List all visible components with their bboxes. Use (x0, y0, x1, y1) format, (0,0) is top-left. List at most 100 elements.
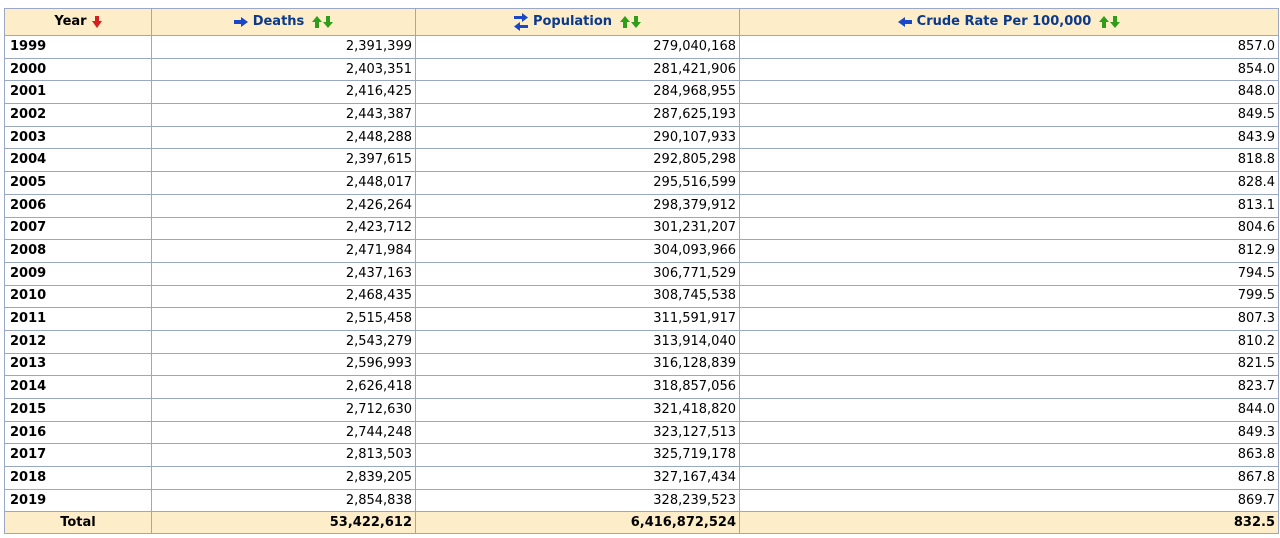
population-cell: 306,771,529 (415, 261, 740, 286)
population-sort-ascending-icon[interactable] (620, 15, 631, 28)
table-row: 2012 2,543,279 313,914,040 810.2 (4, 329, 1279, 354)
population-cell: 287,625,193 (415, 103, 740, 127)
rate-cell: 821.5 (739, 352, 1279, 377)
deaths-cell: 2,403,351 (151, 57, 416, 82)
population-cell: 295,516,599 (415, 171, 740, 195)
rate-cell: 799.5 (739, 284, 1279, 309)
year-cell: 2012 (4, 329, 152, 354)
total-rate: 832.5 (739, 511, 1279, 535)
deaths-cell: 2,515,458 (151, 307, 416, 331)
year-cell: 2007 (4, 216, 152, 241)
rate-cell: 849.3 (739, 420, 1279, 445)
year-cell: 2000 (4, 57, 152, 82)
table-row: 2002 2,443,387 287,625,193 849.5 (4, 103, 1279, 127)
year-cell: 2011 (4, 307, 152, 331)
rate-cell: 823.7 (739, 375, 1279, 399)
year-cell: 2008 (4, 239, 152, 263)
year-header-label: Year (54, 13, 87, 29)
population-cell: 281,421,906 (415, 57, 740, 82)
results-table: Year (4, 8, 1279, 535)
rate-cell: 810.2 (739, 329, 1279, 354)
table-row: 2017 2,813,503 325,719,178 863.8 (4, 443, 1279, 468)
year-cell: 2001 (4, 80, 152, 105)
total-population: 6,416,872,524 (415, 511, 740, 535)
deaths-cell: 2,626,418 (151, 375, 416, 399)
rate-cell: 854.0 (739, 57, 1279, 82)
table-row: 2009 2,437,163 306,771,529 794.5 (4, 261, 1279, 286)
rate-cell: 857.0 (739, 35, 1279, 59)
population-header-label: Population (532, 13, 613, 29)
population-sort-descending-icon[interactable] (631, 15, 642, 28)
population-cell: 290,107,933 (415, 125, 740, 150)
population-cell: 325,719,178 (415, 443, 740, 468)
table-row: 2011 2,515,458 311,591,917 807.3 (4, 307, 1279, 331)
rate-cell: 807.3 (739, 307, 1279, 331)
deaths-column-header: Deaths (151, 8, 416, 36)
table-row: 2000 2,403,351 281,421,906 854.0 (4, 57, 1279, 82)
swap-icon[interactable] (513, 12, 528, 31)
rate-sort-ascending-icon[interactable] (1099, 15, 1110, 28)
table-row: 2016 2,744,248 323,127,513 849.3 (4, 420, 1279, 445)
population-cell: 327,167,434 (415, 466, 740, 490)
total-label: Total (4, 511, 152, 535)
population-cell: 316,128,839 (415, 352, 740, 377)
deaths-header-label: Deaths (252, 13, 305, 29)
year-cell: 1999 (4, 35, 152, 59)
year-cell: 2009 (4, 261, 152, 286)
year-cell: 2003 (4, 125, 152, 150)
table-row: 2005 2,448,017 295,516,599 828.4 (4, 171, 1279, 195)
year-cell: 2015 (4, 398, 152, 422)
deaths-cell: 2,416,425 (151, 80, 416, 105)
table-row: 2004 2,397,615 292,805,298 818.8 (4, 148, 1279, 173)
population-cell: 292,805,298 (415, 148, 740, 173)
rate-cell: 863.8 (739, 443, 1279, 468)
population-cell: 304,093,966 (415, 239, 740, 263)
move-left-icon[interactable] (897, 16, 912, 27)
year-column-header: Year (4, 8, 152, 36)
rate-cell: 794.5 (739, 261, 1279, 286)
rate-cell: 849.5 (739, 103, 1279, 127)
move-right-icon[interactable] (233, 16, 248, 27)
total-row: Total 53,422,612 6,416,872,524 832.5 (4, 511, 1279, 535)
population-cell: 308,745,538 (415, 284, 740, 309)
population-cell: 323,127,513 (415, 420, 740, 445)
population-cell: 279,040,168 (415, 35, 740, 59)
rate-sort-descending-icon[interactable] (1110, 15, 1121, 28)
year-cell: 2019 (4, 488, 152, 513)
deaths-cell: 2,744,248 (151, 420, 416, 445)
table-row: 2014 2,626,418 318,857,056 823.7 (4, 375, 1279, 399)
year-cell: 2004 (4, 148, 152, 173)
deaths-cell: 2,471,984 (151, 239, 416, 263)
header-row: Year (4, 8, 1279, 36)
table-row: 2008 2,471,984 304,093,966 812.9 (4, 239, 1279, 263)
deaths-sort-ascending-icon[interactable] (312, 15, 323, 28)
table-row: 2006 2,426,264 298,379,912 813.1 (4, 193, 1279, 218)
deaths-cell: 2,423,712 (151, 216, 416, 241)
rate-cell: 843.9 (739, 125, 1279, 150)
rate-cell: 867.8 (739, 466, 1279, 490)
deaths-sort-descending-icon[interactable] (323, 15, 334, 28)
results-table-container: Year (4, 8, 1279, 535)
deaths-cell: 2,448,288 (151, 125, 416, 150)
year-cell: 2018 (4, 466, 152, 490)
deaths-cell: 2,543,279 (151, 329, 416, 354)
table-body: 1999 2,391,399 279,040,168 857.0 2000 2,403,… (4, 35, 1279, 513)
deaths-cell: 2,426,264 (151, 193, 416, 218)
deaths-cell: 2,448,017 (151, 171, 416, 195)
year-cell: 2010 (4, 284, 152, 309)
sort-descending-icon[interactable] (91, 15, 102, 28)
rate-cell: 813.1 (739, 193, 1279, 218)
population-cell: 328,239,523 (415, 488, 740, 513)
table-row: 2001 2,416,425 284,968,955 848.0 (4, 80, 1279, 105)
year-cell: 2013 (4, 352, 152, 377)
deaths-cell: 2,443,387 (151, 103, 416, 127)
deaths-cell: 2,437,163 (151, 261, 416, 286)
rate-cell: 848.0 (739, 80, 1279, 105)
table-row: 2003 2,448,288 290,107,933 843.9 (4, 125, 1279, 150)
table-row: 2019 2,854,838 328,239,523 869.7 (4, 488, 1279, 513)
deaths-cell: 2,854,838 (151, 488, 416, 513)
population-cell: 301,231,207 (415, 216, 740, 241)
year-cell: 2002 (4, 103, 152, 127)
rate-cell: 828.4 (739, 171, 1279, 195)
deaths-cell: 2,839,205 (151, 466, 416, 490)
